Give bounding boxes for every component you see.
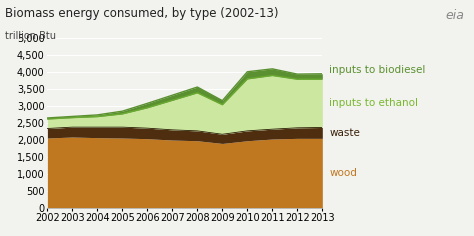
Text: inputs to biodiesel: inputs to biodiesel <box>329 65 426 75</box>
Text: waste: waste <box>329 128 360 138</box>
Text: inputs to ethanol: inputs to ethanol <box>329 98 419 108</box>
Text: wood: wood <box>329 168 357 178</box>
Text: trillion Btu: trillion Btu <box>5 31 56 41</box>
Text: eia: eia <box>446 9 465 22</box>
Text: Biomass energy consumed, by type (2002-13): Biomass energy consumed, by type (2002-1… <box>5 7 278 20</box>
